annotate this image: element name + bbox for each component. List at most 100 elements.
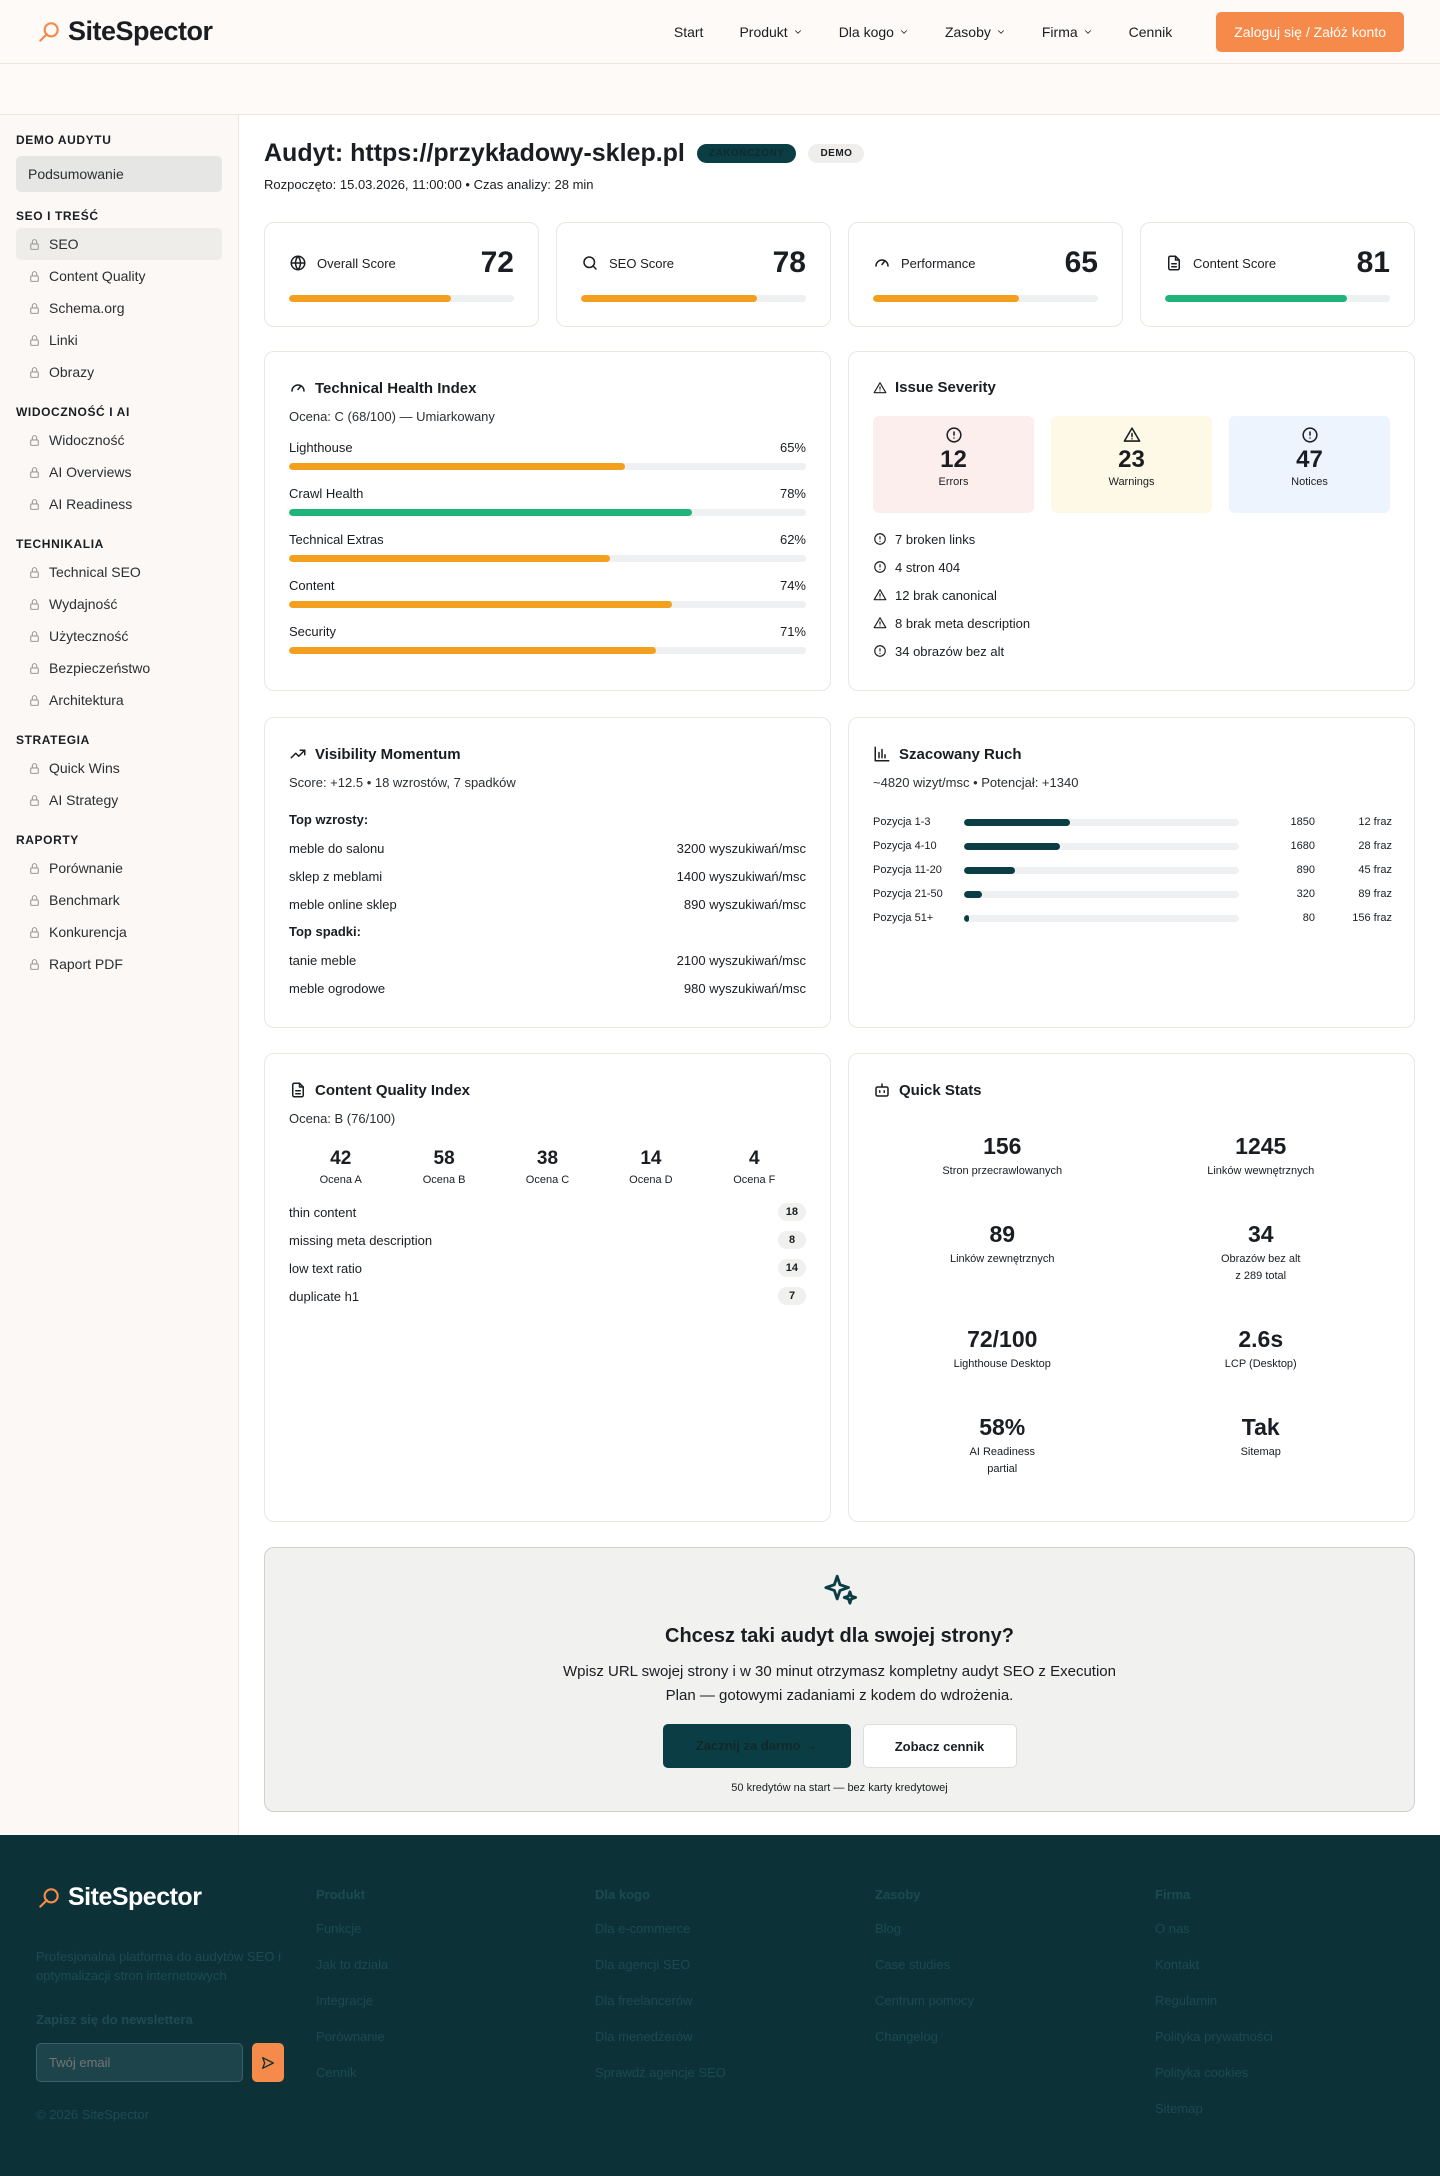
cta-primary[interactable]: Zacznij za darmo →: [662, 1724, 851, 1768]
footer-link[interactable]: Sitemap: [1155, 2101, 1203, 2116]
sidebar-item[interactable]: Wydajność: [16, 588, 222, 620]
footer-link[interactable]: Case studies: [875, 1957, 951, 1972]
icon-part: [31, 862, 38, 868]
nav-label: Dla kogo: [838, 23, 894, 40]
issue-item: 4 stron 404: [873, 553, 1390, 581]
score-head: Overall Score 72: [289, 243, 514, 283]
icon: [28, 662, 41, 675]
icon-part: [30, 662, 39, 674]
icon: [28, 862, 41, 875]
footer-link[interactable]: Porównanie: [316, 2029, 385, 2044]
newsletter-input[interactable]: [36, 2043, 243, 2082]
progress-fill: [964, 866, 1015, 874]
card-title: Szacowany Ruch: [873, 745, 1390, 763]
score-bar: [289, 295, 514, 302]
sidebar-item[interactable]: Bezpieczeństwo: [16, 652, 222, 684]
nav-link[interactable]: Firma: [1042, 24, 1093, 40]
sidebar-item[interactable]: Porównanie: [16, 852, 222, 884]
login-button[interactable]: Zaloguj się / Załóż konto: [1216, 11, 1404, 52]
quick-stat-label: LCP (Desktop): [1224, 1358, 1297, 1370]
footer-link[interactable]: Dla freelancerów: [595, 1993, 693, 2008]
severity-label: Errors: [938, 476, 969, 488]
icon-part: [31, 466, 38, 472]
footer-link[interactable]: Kontakt: [1155, 1957, 1200, 1972]
cta-note: 50 kredytów na start — bez karty kredyto…: [731, 1782, 948, 1794]
sidebar-item[interactable]: Schema.org: [16, 292, 222, 324]
icon-part: [583, 256, 596, 269]
logo[interactable]: SiteSpector: [36, 16, 213, 47]
footer-link[interactable]: Cennik: [316, 2065, 357, 2080]
header: SiteSpector Start Produkt Dla kogo Zasoby Fir…: [0, 0, 1440, 64]
score-value: 81: [1356, 246, 1390, 279]
nav-link[interactable]: Produkt: [739, 24, 802, 40]
momentum-score: Score: +12.5 • 18 wzrostów, 7 spadków: [289, 775, 516, 790]
footer-link[interactable]: Dla agencji SEO: [595, 1957, 691, 1972]
traffic-visits: 1680: [1290, 840, 1315, 852]
icon: [28, 598, 41, 611]
sidebar-item[interactable]: Benchmark: [16, 884, 222, 916]
sidebar-item[interactable]: Podsumowanie: [16, 156, 222, 192]
nav-link[interactable]: Dla kogo: [839, 24, 909, 40]
footer-link[interactable]: Integracje: [316, 1993, 374, 2008]
quick-stat-label: Sitemap: [1240, 1446, 1281, 1458]
footer-link[interactable]: Dla e-commerce: [595, 1921, 691, 1936]
icon: [36, 1885, 62, 1911]
health-value: 71%: [779, 624, 806, 639]
footer-link[interactable]: Funkcje: [316, 1921, 362, 1936]
footer-link[interactable]: Changelog: [875, 2029, 938, 2044]
momentum-down-title: Top spadki:: [289, 924, 361, 939]
icon-part: [30, 302, 39, 314]
footer-link[interactable]: Polityka cookies: [1155, 2065, 1249, 2080]
footer-link[interactable]: Dla menedżerów: [595, 2029, 693, 2044]
health-value: 65%: [779, 440, 806, 455]
sidebar-label: Quick Wins: [49, 760, 120, 776]
sidebar-item[interactable]: Konkurencja: [16, 916, 222, 948]
health-value: 74%: [779, 578, 806, 593]
icon-part: [30, 766, 39, 774]
cta-secondary[interactable]: Zobacz cennik: [862, 1724, 1017, 1768]
sidebar-item[interactable]: AI Strategy: [16, 784, 222, 816]
sidebar-item[interactable]: Content Quality: [16, 260, 222, 292]
quick-stat: 2.6s LCP (Desktop): [1132, 1326, 1391, 1373]
icon-part: [1171, 255, 1180, 268]
icon: [289, 1081, 307, 1099]
icon-part: [874, 645, 886, 657]
health-grade: Ocena: C (68/100) — Umiarkowany: [289, 409, 495, 424]
footer-link[interactable]: Sprawdź agencje SEO: [595, 2065, 726, 2080]
quick-stat: 72/100 Lighthouse Desktop: [873, 1326, 1132, 1373]
progress-fill: [1165, 295, 1348, 302]
newsletter-title: Zapisz się do newslettera: [36, 2012, 193, 2027]
nav-link[interactable]: Zasoby: [945, 24, 1006, 40]
sidebar-item[interactable]: Raport PDF: [16, 948, 222, 980]
footer-link[interactable]: Jak to działa: [316, 1957, 389, 1972]
sidebar-item[interactable]: AI Overviews: [16, 456, 222, 488]
newsletter-submit[interactable]: [252, 2043, 284, 2082]
sidebar-item[interactable]: Technical SEO: [16, 556, 222, 588]
sidebar-item[interactable]: AI Readiness: [16, 488, 222, 520]
icon-part: [874, 746, 890, 762]
card-title: Visibility Momentum: [289, 745, 806, 763]
severity-count: 47: [1296, 446, 1323, 473]
icon-part: [1084, 29, 1091, 34]
footer-link[interactable]: Centrum pomocy: [875, 1993, 974, 2008]
nav-link[interactable]: Start: [674, 24, 704, 40]
icon: [823, 1572, 857, 1606]
icon-part: [31, 270, 38, 276]
sidebar-item[interactable]: Architektura: [16, 684, 222, 716]
sidebar-item[interactable]: Użyteczność: [16, 620, 222, 652]
icon-part: [30, 958, 39, 970]
sidebar-item[interactable]: Linki: [16, 324, 222, 356]
footer-link[interactable]: Polityka prywatności: [1155, 2029, 1273, 2044]
nav-link[interactable]: Cennik: [1129, 24, 1173, 40]
copyright: © 2026 SiteSpector: [36, 2107, 149, 2122]
footer-link[interactable]: Blog: [875, 1921, 902, 1936]
sidebar-item[interactable]: Obrazy: [16, 356, 222, 388]
technical-health-card: Technical Health Index Ocena: C (68/100) …: [264, 351, 831, 691]
footer-link[interactable]: Regulamin: [1155, 1993, 1218, 2008]
footer-link[interactable]: O nas: [1155, 1921, 1190, 1936]
sidebar-item[interactable]: Quick Wins: [16, 752, 222, 784]
sidebar-item[interactable]: Widoczność: [16, 424, 222, 456]
content-issue-count: 14: [777, 1259, 806, 1277]
footer-logo[interactable]: SiteSpector: [36, 1883, 202, 1912]
sidebar-item[interactable]: SEO: [16, 228, 222, 260]
